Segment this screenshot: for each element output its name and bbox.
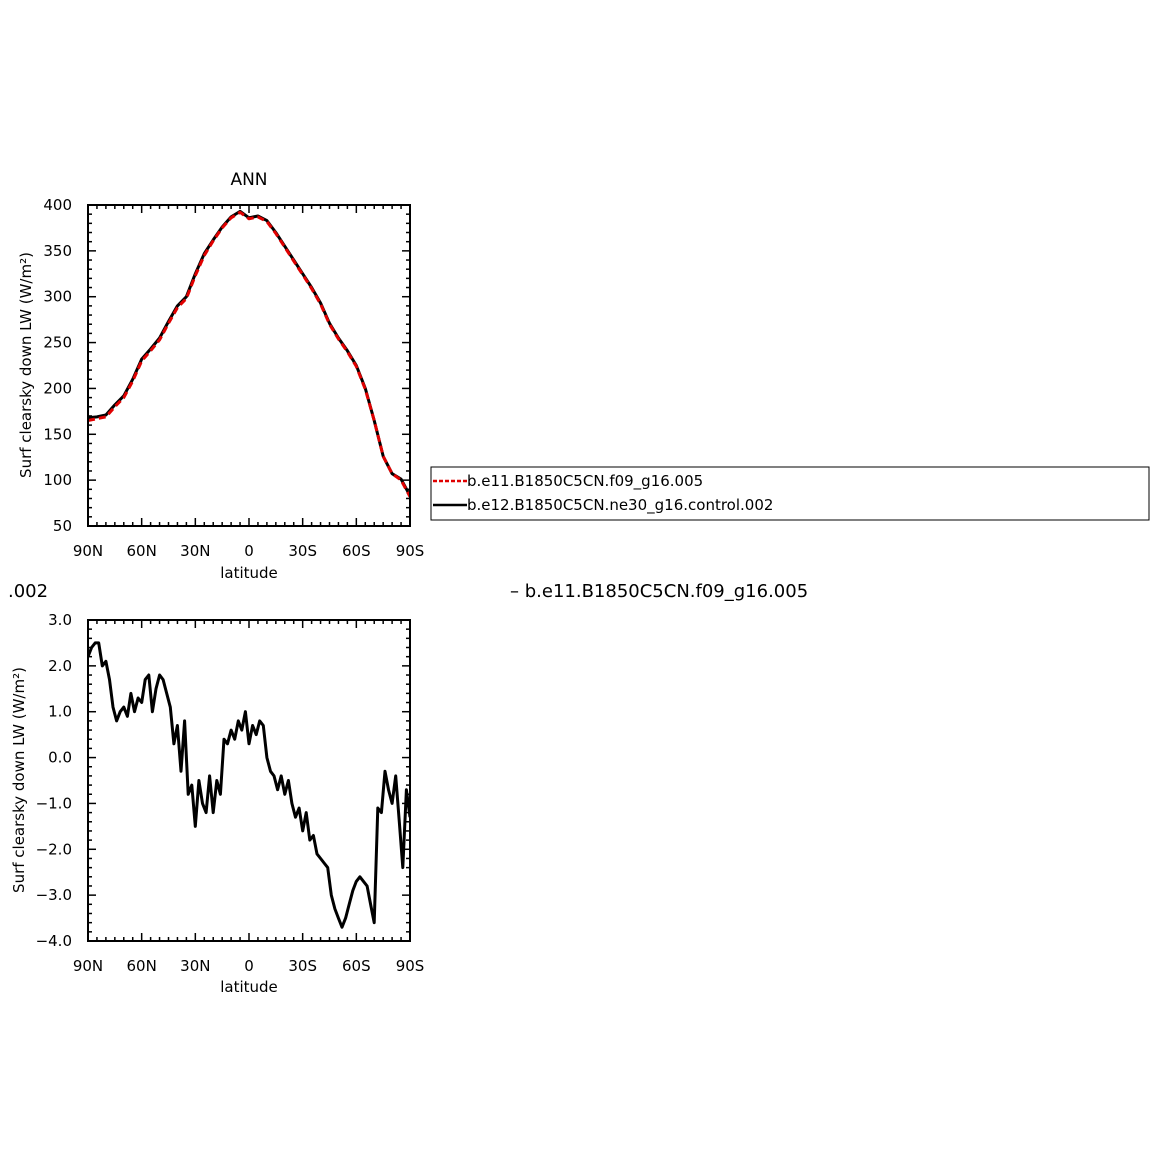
x-tick-label: 60S	[342, 957, 371, 975]
y-tick-label: 1.0	[48, 703, 72, 721]
y-tick-label: 250	[43, 334, 72, 352]
y-tick-label: 2.0	[48, 657, 72, 675]
y-tick-label: 50	[53, 517, 72, 535]
x-tick-label: 30S	[288, 957, 317, 975]
series-line-0	[88, 641, 410, 929]
y-tick-label: 0.0	[48, 749, 72, 767]
x-axis-label: latitude	[220, 978, 278, 996]
plot-area	[88, 209, 410, 498]
x-tick-label: 90N	[73, 957, 103, 975]
y-tick-label: 200	[43, 379, 72, 397]
y-tick-label: −3.0	[36, 886, 72, 904]
y-tick-label: 150	[43, 425, 72, 443]
diff-title-left: .002	[8, 581, 48, 602]
series-line-0	[88, 209, 410, 497]
x-tick-label: 30N	[180, 957, 210, 975]
y-tick-label: −1.0	[36, 794, 72, 812]
y-tick-label: −2.0	[36, 840, 72, 858]
y-axis-label: Surf clearsky down LW (W/m²)	[10, 667, 28, 893]
legend-box	[430, 466, 1150, 521]
legend-label-control: b.e12.B1850C5CN.ne30_g16.control.002	[467, 496, 773, 515]
x-axis-label: latitude	[220, 564, 278, 582]
plot-frame	[87, 619, 411, 942]
mean-panel: 90N 60N 30N 0 30S 60S 90S 400 350 300 250 200 150 100…	[17, 196, 424, 582]
y-tick-label: −4.0	[36, 932, 72, 950]
x-tick-label: 60N	[127, 542, 157, 560]
x-tick-label: 60N	[127, 957, 157, 975]
x-tick-label: 30N	[180, 542, 210, 560]
diff-title-right: – b.e11.B1850C5CN.f09_g16.005	[510, 581, 808, 602]
x-tick-label: 90S	[396, 542, 425, 560]
x-tick-label: 0	[244, 542, 254, 560]
y-tick-label: 350	[43, 242, 72, 260]
legend: b.e11.B1850C5CN.f09_g16.005 b.e12.B1850C…	[430, 466, 1150, 521]
difference-panel: 90N 60N 30N 0 30S 60S 90S 3.0 2.0 1.0 0.0 −1.0 −2.0 −…	[10, 611, 424, 996]
plot-area	[88, 641, 410, 929]
x-tick-label: 30S	[288, 542, 317, 560]
legend-label-f09: b.e11.B1850C5CN.f09_g16.005	[467, 472, 703, 491]
x-tick-label: 60S	[342, 542, 371, 560]
y-tick-label: 400	[43, 196, 72, 214]
x-tick-label: 90N	[73, 542, 103, 560]
x-tick-label: 0	[244, 957, 254, 975]
x-tick-label: 90S	[396, 957, 425, 975]
y-axis-label: Surf clearsky down LW (W/m²)	[17, 252, 35, 478]
top-panel-title: ANN	[230, 170, 267, 190]
y-tick-label: 3.0	[48, 611, 72, 629]
series-line-1	[88, 210, 410, 498]
y-tick-label: 300	[43, 288, 72, 306]
plot-frame	[87, 204, 411, 527]
y-tick-label: 100	[43, 471, 72, 489]
